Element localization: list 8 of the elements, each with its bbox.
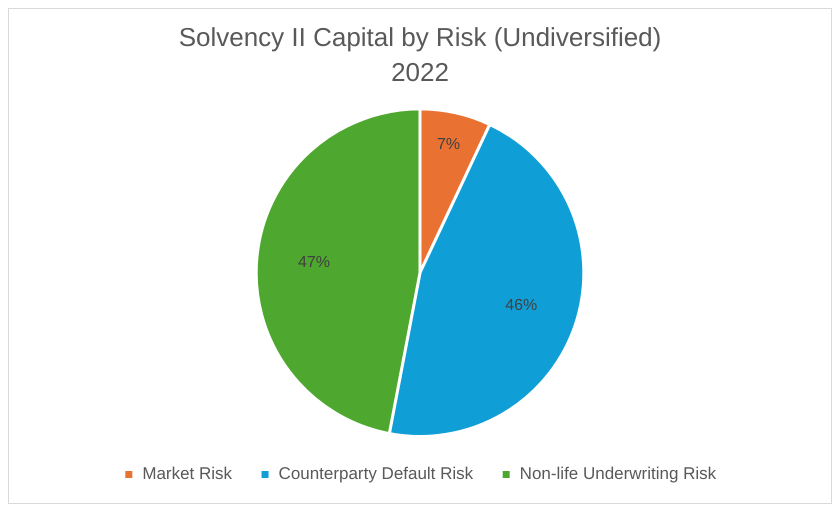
chart-subtitle: 2022 — [391, 56, 449, 87]
data-label: 46% — [505, 297, 538, 314]
data-label: 7% — [437, 136, 460, 154]
legend-label: Non-life Underwriting Risk — [520, 464, 717, 484]
chart-title: Solvency II Capital by Risk (Undiversified) — [178, 22, 662, 52]
legend-label: Market Risk — [142, 464, 233, 484]
legend-label: Counterparty Default Risk — [278, 464, 474, 484]
data-label: 47% — [298, 254, 330, 272]
